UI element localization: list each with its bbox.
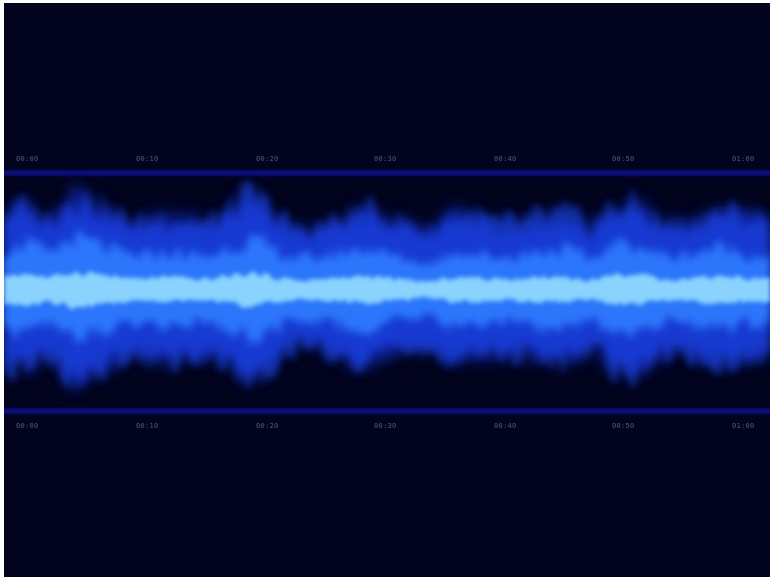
timecode-label: 00:40	[494, 422, 517, 430]
bottom-boundary-line	[4, 409, 770, 413]
timecode-ruler-bottom: 00:00 00:10 00:20 00:30 00:40 00:50 01:00	[4, 422, 770, 434]
timecode-label: 00:30	[374, 422, 397, 430]
timecode-label: 01:00	[732, 422, 755, 430]
timecode-label: 00:20	[256, 422, 279, 430]
timecode-label: 00:10	[136, 155, 159, 163]
timecode-label: 00:00	[16, 422, 39, 430]
timecode-ruler-top: 00:00 00:10 00:20 00:30 00:40 00:50 01:00	[4, 155, 770, 167]
timecode-label: 00:50	[612, 155, 635, 163]
timecode-label: 01:00	[732, 155, 755, 163]
timecode-label: 00:40	[494, 155, 517, 163]
top-boundary-line	[4, 171, 770, 175]
timecode-label: 00:10	[136, 422, 159, 430]
waveform-core	[4, 270, 770, 310]
timecode-label: 00:50	[612, 422, 635, 430]
waveform-image: 00:00 00:10 00:20 00:30 00:40 00:50 01:00 00:0…	[4, 3, 770, 577]
timecode-label: 00:00	[16, 155, 39, 163]
audio-waveform	[4, 179, 770, 393]
timecode-label: 00:20	[256, 155, 279, 163]
timecode-label: 00:30	[374, 155, 397, 163]
